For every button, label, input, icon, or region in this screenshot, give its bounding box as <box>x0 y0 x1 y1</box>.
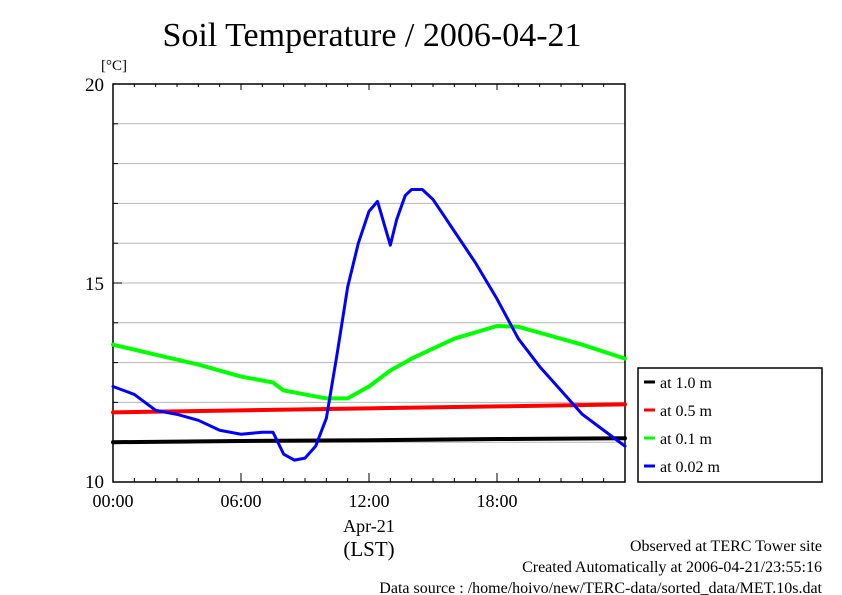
x-unit-label: (LST) <box>343 537 394 561</box>
x-date-label: Apr-21 <box>343 516 395 536</box>
x-tick-label-1200: 12:00 <box>348 491 389 511</box>
y-tick-label-10: 10 <box>85 472 104 493</box>
footer-created-line: Created Automatically at 2006-04-21/23:5… <box>522 559 822 576</box>
legend-label-1m: at 1.0 m <box>660 375 713 392</box>
grid-lines <box>113 123 625 443</box>
legend-label-002m: at 0.02 m <box>660 459 721 476</box>
series-line-1 <box>111 402 627 415</box>
series-line-0 <box>111 436 627 445</box>
series-line-2 <box>111 323 627 401</box>
footer-datasource-line: Data source : /home/hoivo/new/TERC-data/… <box>379 580 822 595</box>
series-layer <box>111 187 627 462</box>
legend-label-05m: at 0.5 m <box>660 403 713 420</box>
y-tick-label-15: 15 <box>85 274 104 295</box>
series-line-3 <box>111 187 627 462</box>
footer-observed-line: Observed at TERC Tower site <box>630 538 822 555</box>
x-tick-label-1800: 18:00 <box>476 491 517 511</box>
y-axis-label: [°C] <box>101 58 127 74</box>
x-tick-label-0600: 06:00 <box>220 491 261 511</box>
x-tick-label-0000: 00:00 <box>92 491 133 511</box>
legend: at 1.0 m at 0.5 m at 0.1 m at 0.02 m <box>637 367 823 483</box>
legend-label-01m: at 0.1 m <box>660 431 713 448</box>
chart-title: Soil Temperature / 2006-04-21 <box>162 17 581 54</box>
axis-ticks <box>112 83 626 483</box>
y-tick-label-20: 20 <box>85 75 104 96</box>
legend-box <box>637 367 823 483</box>
